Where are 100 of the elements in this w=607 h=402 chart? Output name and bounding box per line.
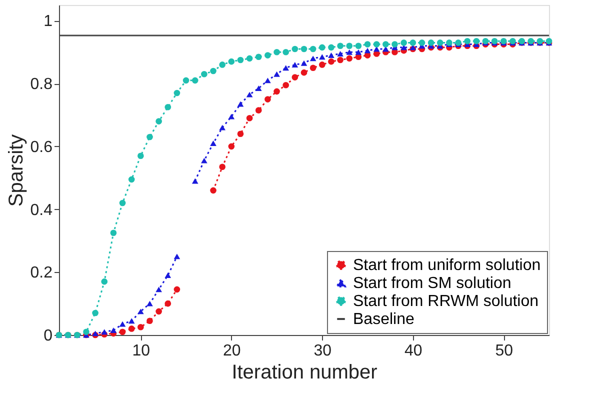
x-tick-label: 10 [132,342,150,360]
point [174,90,180,96]
point [274,88,280,95]
point [138,152,144,160]
point [264,96,271,102]
point [428,40,434,46]
point [346,49,353,55]
point [346,42,353,50]
point [128,318,135,324]
point [228,58,235,65]
point [246,114,253,122]
point [182,77,190,84]
point [346,55,353,62]
point [264,52,271,58]
point [228,143,235,150]
point [473,38,480,44]
point [274,71,280,77]
point [237,56,244,64]
point [237,101,244,107]
point [282,65,290,71]
point [337,50,344,56]
point [382,41,389,48]
point [264,78,271,84]
point [328,52,334,58]
point [119,200,126,206]
point [310,64,316,72]
y-tick-label: 0.2 [30,264,53,282]
point [201,70,208,78]
point [119,321,126,327]
point [282,48,290,56]
legend-label: Start from RRWM solution [353,293,539,310]
point [128,176,135,183]
point [318,62,326,68]
point [174,286,180,293]
point [138,324,144,330]
point [156,118,162,124]
point [373,41,380,48]
point [255,107,262,114]
y-tick-label: 0.6 [30,138,53,156]
point [156,308,162,315]
y-axis-title: Sparsity [5,134,28,207]
point [174,254,180,260]
point [219,124,226,130]
point [101,329,108,335]
point [201,158,208,164]
point [292,62,298,68]
point [146,318,153,324]
point [164,300,172,307]
point [110,328,117,334]
point [219,62,226,68]
point [92,310,98,316]
point [364,48,371,54]
point [328,44,334,51]
legend-label: Start from SM solution [353,275,512,292]
point [192,178,198,184]
point [310,56,316,62]
point [164,104,172,110]
point [210,140,216,146]
y-tick-label: 0.8 [30,76,53,94]
point [255,86,262,92]
point [128,326,135,332]
point [300,46,308,52]
point [246,55,253,62]
point [292,74,298,80]
point [318,44,326,51]
point [464,38,470,44]
point [110,230,117,236]
point [146,300,153,306]
y-tick-label: 0 [44,328,53,344]
point [219,164,226,170]
point [138,308,144,314]
point [392,41,398,48]
point [364,41,371,48]
point [355,42,362,50]
point [101,278,108,285]
point [83,328,90,336]
x-tick-label: 20 [223,342,241,360]
point [119,328,126,336]
x-tick-label: 50 [495,342,514,360]
point [164,272,172,278]
legend-label: Baseline [353,311,414,328]
point [237,130,244,138]
point [355,49,362,55]
point [228,114,235,120]
point [210,68,216,74]
point [300,69,308,76]
point [210,187,216,194]
point [156,286,162,292]
y-tick-label: 1 [44,13,53,30]
point [146,134,153,140]
y-tick-label: 0.4 [30,202,53,219]
point [410,40,416,46]
point [328,58,334,65]
x-axis-title: Iteration number [232,362,378,384]
legend-label: Start from uniform solution [353,257,541,274]
point [337,56,344,64]
point [400,40,407,46]
point [310,46,316,52]
point [292,46,298,52]
point [255,54,262,60]
